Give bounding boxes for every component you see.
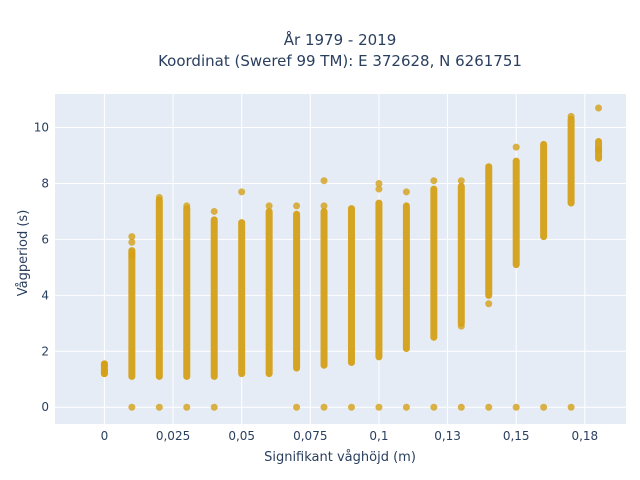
data-point xyxy=(320,202,328,210)
data-point xyxy=(210,403,218,411)
data-point xyxy=(320,403,328,411)
y-tick-label: 6 xyxy=(41,232,49,246)
data-point-cluster xyxy=(512,157,520,269)
x-tick-label: 0,18 xyxy=(571,429,598,443)
data-point xyxy=(100,360,108,368)
x-tick-label: 0,15 xyxy=(503,429,530,443)
y-tick-label: 4 xyxy=(41,288,49,302)
data-point-cluster xyxy=(183,205,191,380)
data-point xyxy=(375,403,383,411)
data-point-cluster xyxy=(430,185,438,341)
data-point xyxy=(265,202,273,210)
data-point xyxy=(128,233,136,241)
data-point xyxy=(540,403,548,411)
data-point xyxy=(430,177,438,185)
x-tick-label: 0,075 xyxy=(293,429,327,443)
data-point xyxy=(155,403,163,411)
y-axis-title: Vågperiod (s) xyxy=(16,210,31,297)
data-point xyxy=(402,403,410,411)
y-tick-label: 2 xyxy=(41,344,49,358)
data-point xyxy=(402,188,410,196)
data-point-cluster xyxy=(210,216,218,380)
data-point xyxy=(183,202,191,210)
data-point xyxy=(595,146,603,154)
x-tick-label: 0,05 xyxy=(228,429,255,443)
data-point xyxy=(457,177,465,185)
data-point-cluster xyxy=(293,210,301,372)
data-point xyxy=(375,179,383,187)
data-point-cluster xyxy=(320,207,328,369)
data-point xyxy=(128,249,136,257)
data-point xyxy=(100,367,108,375)
data-point-cluster xyxy=(567,115,575,207)
x-axis-title: Signifikant våghöjd (m) xyxy=(264,450,416,465)
plot-background xyxy=(55,94,626,424)
data-point xyxy=(457,322,465,330)
chart-title-line2: Koordinat (Sweref 99 TM): E 372628, N 62… xyxy=(158,52,522,70)
data-point xyxy=(320,177,328,185)
data-point-cluster xyxy=(540,140,548,241)
data-point xyxy=(293,202,301,210)
x-tick-label: 0 xyxy=(101,429,109,443)
y-tick-label: 0 xyxy=(41,400,49,414)
data-point xyxy=(485,300,493,308)
x-tick-label: 0,13 xyxy=(434,429,461,443)
data-point xyxy=(595,104,603,112)
data-point-cluster xyxy=(402,202,410,352)
data-point xyxy=(567,112,575,120)
chart-title-line1: År 1979 - 2019 xyxy=(284,30,397,49)
x-tick-label: 0,1 xyxy=(369,429,388,443)
data-point-cluster xyxy=(375,199,383,361)
data-point-cluster xyxy=(128,247,136,380)
data-point-cluster xyxy=(238,219,246,378)
data-point xyxy=(457,403,465,411)
data-point-cluster xyxy=(265,207,273,378)
data-point xyxy=(210,207,218,215)
data-point xyxy=(155,193,163,201)
data-point xyxy=(512,403,520,411)
plot-area: 0 2 4 6 8 10 0 0,025 0,05 0,075 0,1 0,13 0,15 0,18 xyxy=(34,94,626,443)
data-point xyxy=(430,403,438,411)
data-point-cluster xyxy=(485,163,493,299)
data-point xyxy=(183,403,191,411)
data-point xyxy=(238,188,246,196)
data-point xyxy=(128,403,136,411)
data-point-cluster xyxy=(457,182,465,327)
data-point xyxy=(485,403,493,411)
data-point xyxy=(512,143,520,151)
data-point xyxy=(347,403,355,411)
x-tick-label: 0,025 xyxy=(156,429,190,443)
data-point-cluster xyxy=(155,196,163,380)
data-point xyxy=(128,238,136,246)
y-tick-label: 10 xyxy=(34,121,49,135)
data-point xyxy=(567,403,575,411)
data-point xyxy=(375,185,383,193)
data-point-cluster xyxy=(347,205,355,366)
data-point xyxy=(293,403,301,411)
y-tick-label: 8 xyxy=(41,176,49,190)
